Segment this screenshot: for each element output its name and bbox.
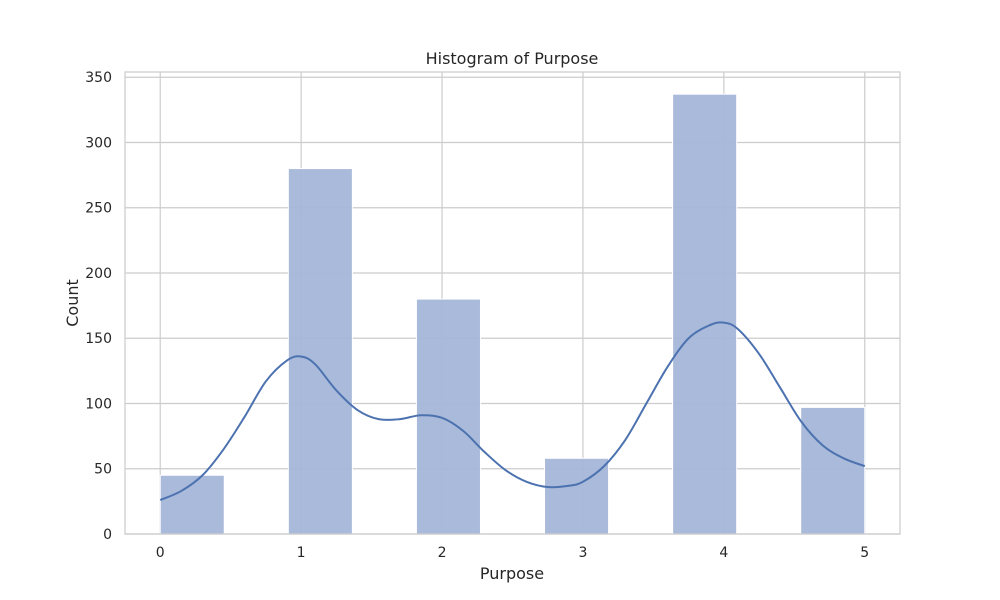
histogram-bar [415,298,481,535]
y-tick-label: 200 [85,266,112,282]
y-tick-label: 50 [94,462,112,478]
kde-line [159,321,866,501]
histogram-bar [672,93,738,535]
x-tick-label: 5 [860,545,869,561]
y-axis-title: Count [63,279,82,327]
histogram-bar [287,168,353,535]
grid-layer [125,72,900,535]
kde-layer [159,321,866,501]
histogram-bar [800,406,866,535]
x-tick-label: 4 [719,545,728,561]
y-tick-label: 300 [85,135,112,151]
bar-layer [159,93,866,535]
x-axis-title: Purpose [480,564,544,583]
x-tick-label: 2 [438,545,447,561]
y-tick-label: 350 [85,70,112,86]
plot-frame [124,71,901,535]
x-tick-label: 1 [297,545,306,561]
chart-title: Histogram of Purpose [426,49,599,68]
y-tick-label: 150 [85,331,112,347]
y-tick-label: 100 [85,396,112,412]
x-tick-label: 0 [156,545,165,561]
y-tick-label: 250 [85,201,112,217]
y-tick-label: 0 [103,527,112,543]
x-tick-label: 3 [578,545,587,561]
